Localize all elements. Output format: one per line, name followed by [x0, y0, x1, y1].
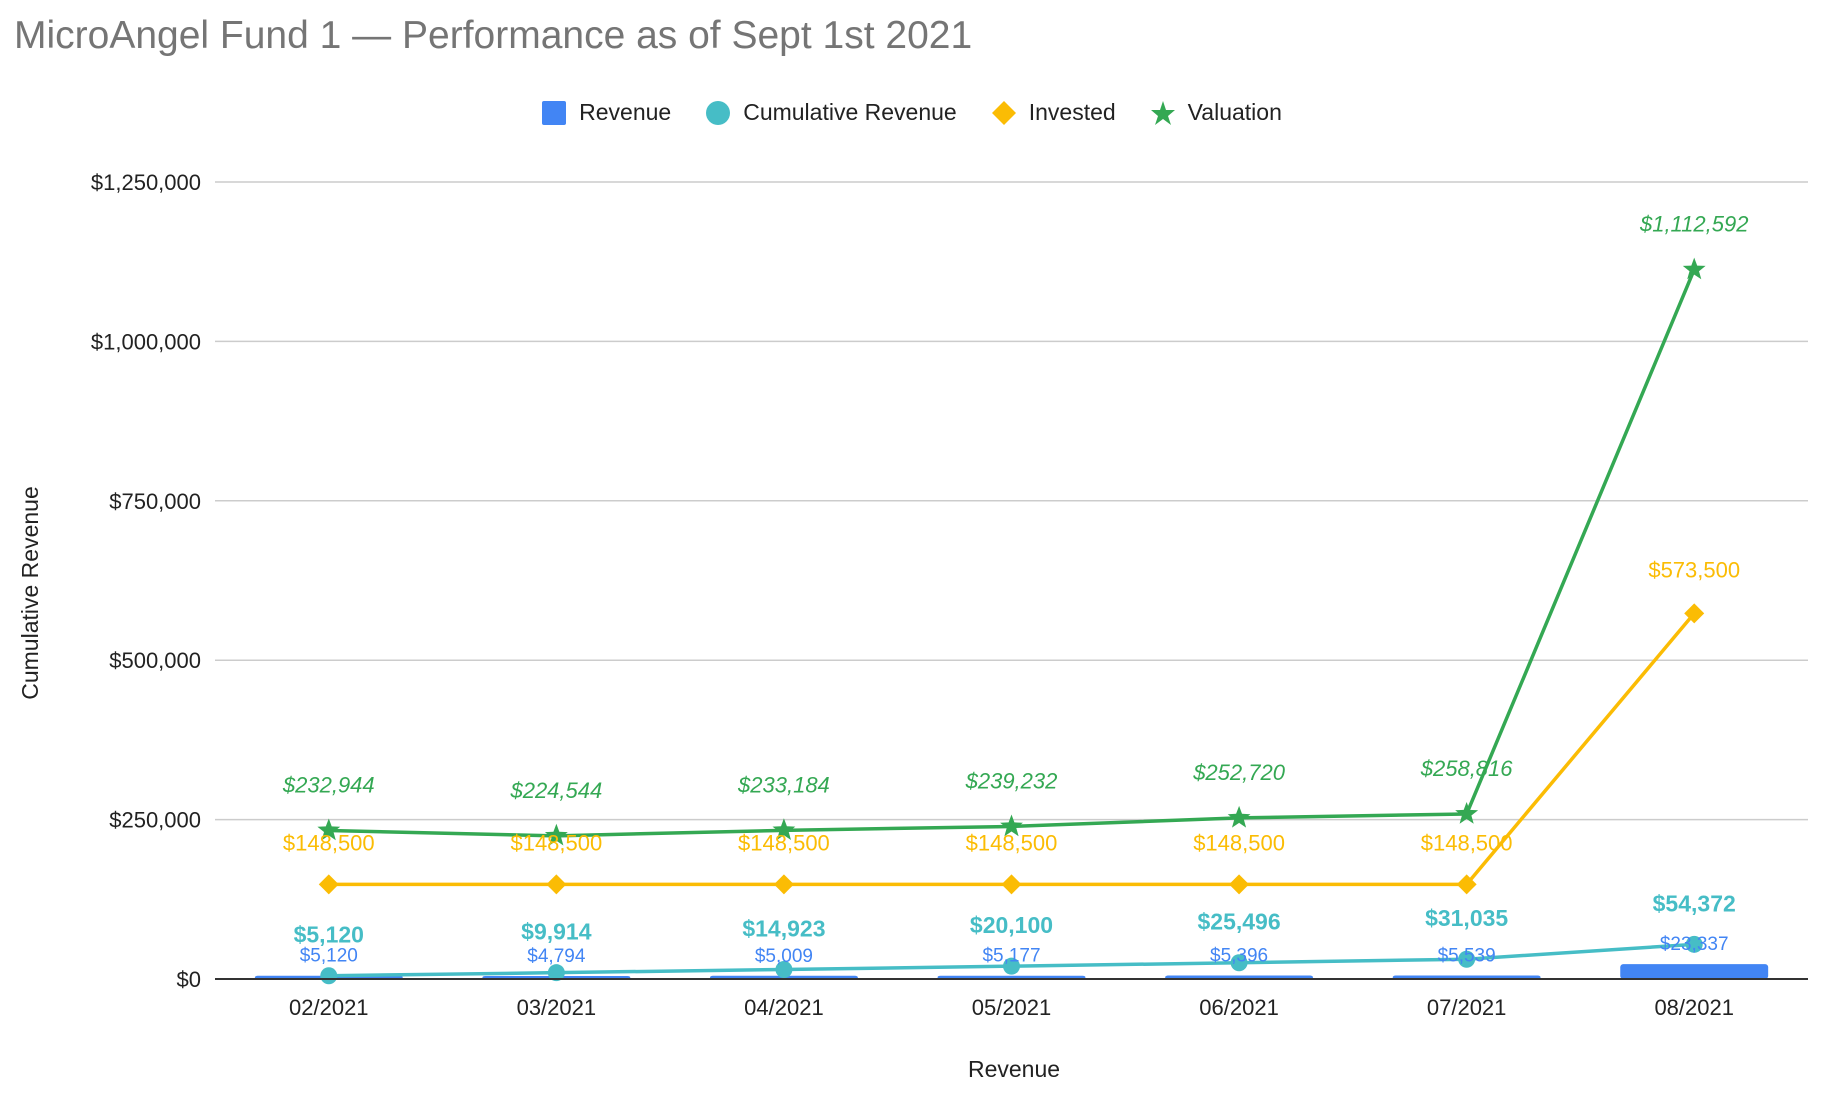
x-tick-label: 06/2021 [1199, 995, 1279, 1020]
cumulative-revenue-marker [547, 964, 565, 982]
invested-data-label: $148,500 [1193, 830, 1285, 855]
invested-marker [1001, 874, 1022, 895]
y-axis-title: Cumulative Revenue [17, 486, 43, 700]
circle-icon [706, 100, 731, 125]
y-tick-label: $1,000,000 [91, 329, 201, 354]
cumulative-revenue-marker [1230, 954, 1248, 972]
cumulative-revenue-data-label: $14,923 [742, 915, 825, 941]
axes: $0 $250,000 $500,000 $750,000 $1,000,000 $1,2… [91, 170, 1808, 1020]
x-tick-label: 05/2021 [972, 995, 1052, 1020]
cumulative-revenue-data-label: $20,100 [970, 912, 1053, 938]
invested-marker [318, 874, 339, 895]
legend-item-invested[interactable]: Invested [991, 99, 1116, 126]
y-tick-label: $500,000 [109, 648, 201, 673]
invested-data-label: $148,500 [510, 830, 602, 855]
revenue-bar [1620, 964, 1769, 979]
valuation-data-label: $232,944 [282, 772, 375, 797]
invested-data-label: $148,500 [738, 830, 830, 855]
legend-label: Valuation [1187, 99, 1282, 125]
valuation-marker [1227, 805, 1251, 828]
invested-marker [1229, 874, 1250, 895]
cumulative-revenue-data-label: $31,035 [1425, 905, 1508, 931]
cumulative-revenue-data-label: $54,372 [1653, 890, 1736, 916]
valuation-data-label: $224,544 [509, 778, 602, 803]
invested-data-label: $573,500 [1648, 557, 1740, 582]
legend-item-cumulative-revenue[interactable]: Cumulative Revenue [705, 99, 957, 126]
star-icon [1150, 100, 1175, 125]
revenue-data-label: $5,539 [1438, 945, 1496, 966]
y-tick-label: $750,000 [109, 489, 201, 514]
revenue-data-label: $4,794 [527, 946, 586, 967]
valuation-marker [544, 823, 568, 846]
valuation-data-label: $233,184 [737, 772, 830, 797]
y-tick-label: $250,000 [109, 808, 201, 833]
legend-item-revenue[interactable]: Revenue [541, 99, 671, 126]
diamond-icon [991, 100, 1016, 125]
revenue-data-label: $5,120 [300, 946, 358, 967]
revenue-data-label: $23,337 [1660, 934, 1729, 955]
invested-marker [1684, 603, 1705, 624]
gridlines [215, 181, 1808, 821]
cumulative-revenue-marker [775, 960, 793, 978]
revenue-data-label: $5,009 [755, 946, 813, 967]
legend-label: Revenue [579, 99, 672, 125]
x-tick-label: 08/2021 [1654, 995, 1734, 1020]
invested-data-label: $148,500 [1421, 830, 1513, 855]
cumulative-revenue-marker [1458, 950, 1476, 968]
chart-title: MicroAngel Fund 1 — Performance as of Se… [14, 14, 973, 57]
invested-data-label: $148,500 [283, 830, 375, 855]
valuation-marker [1000, 814, 1023, 837]
legend: Revenue Cumulative Revenue Invested Valu… [0, 99, 1823, 126]
x-tick-label: 07/2021 [1427, 995, 1507, 1020]
cumulative-revenue-marker [1003, 957, 1020, 975]
data-labels: $232,944 $224,544 $233,184 $239,232 $252,720… [282, 212, 1749, 967]
valuation-data-label: $1,112,592 [1639, 212, 1748, 237]
valuation-line [328, 268, 1696, 838]
valuation-marker [317, 818, 341, 841]
invested-marker [773, 874, 794, 895]
valuation-marker [1682, 257, 1706, 280]
valuation-marker [772, 818, 796, 840]
y-tick-label: $1,250,000 [91, 170, 201, 195]
valuation-data-label: $258,816 [1420, 756, 1514, 781]
cumulative-revenue-data-label: $25,496 [1198, 909, 1281, 935]
valuation-data-label: $252,720 [1192, 760, 1286, 785]
legend-label: Invested [1028, 99, 1116, 125]
revenue-data-label: $5,396 [1210, 946, 1268, 967]
y-tick-label: $0 [177, 967, 201, 992]
x-axis-title: Revenue [968, 1056, 1060, 1082]
series-lines [328, 268, 1696, 978]
invested-marker [546, 874, 567, 895]
cumulative-revenue-marker [320, 967, 338, 985]
valuation-marker [1455, 802, 1479, 824]
legend-item-valuation[interactable]: Valuation [1150, 99, 1282, 126]
cumulative-revenue-data-label: $9,914 [521, 919, 592, 945]
x-tick-label: 03/2021 [517, 995, 597, 1020]
revenue-data-label: $5,177 [982, 946, 1040, 967]
legend-label: Cumulative Revenue [743, 99, 957, 125]
x-tick-label: 02/2021 [289, 995, 369, 1020]
x-tick-label: 04/2021 [744, 995, 824, 1020]
cumulative-revenue-marker [1685, 935, 1703, 953]
invested-marker [1456, 874, 1477, 895]
valuation-data-label: $239,232 [965, 768, 1058, 793]
series-markers [317, 257, 1706, 985]
invested-data-label: $148,500 [966, 830, 1058, 855]
cumulative-revenue-data-label: $5,120 [294, 922, 364, 948]
square-icon [542, 100, 567, 125]
